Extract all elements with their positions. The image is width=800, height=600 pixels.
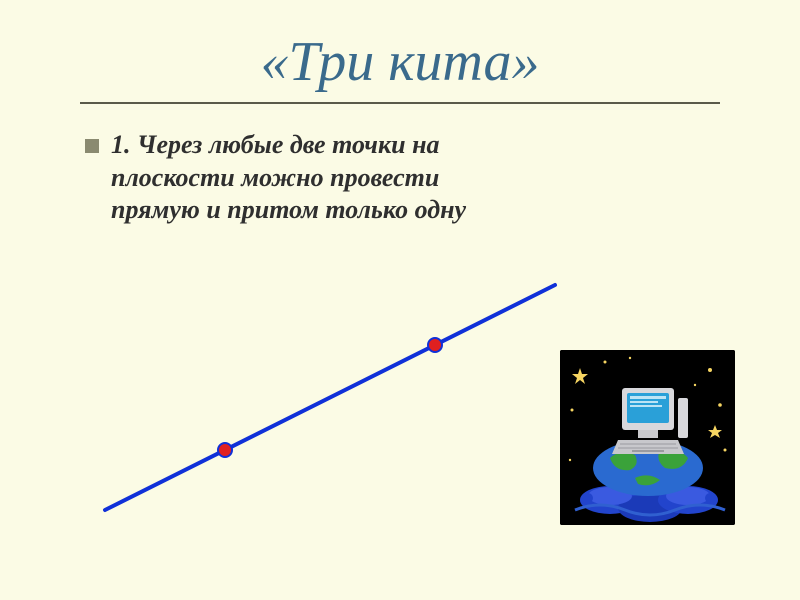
line-point <box>218 443 232 457</box>
line-point <box>428 338 442 352</box>
slide-title: «Три кита» <box>50 30 750 94</box>
title-underline <box>80 102 720 104</box>
body-text: 1. Через любые две точки на плоскости мо… <box>111 129 531 227</box>
line-segment <box>105 285 555 510</box>
clipart-image <box>560 350 735 525</box>
bullet-icon <box>85 139 99 153</box>
slide: «Три кита» 1. Через любые две точки на п… <box>0 0 800 600</box>
body-row: 1. Через любые две точки на плоскости мо… <box>50 129 750 227</box>
